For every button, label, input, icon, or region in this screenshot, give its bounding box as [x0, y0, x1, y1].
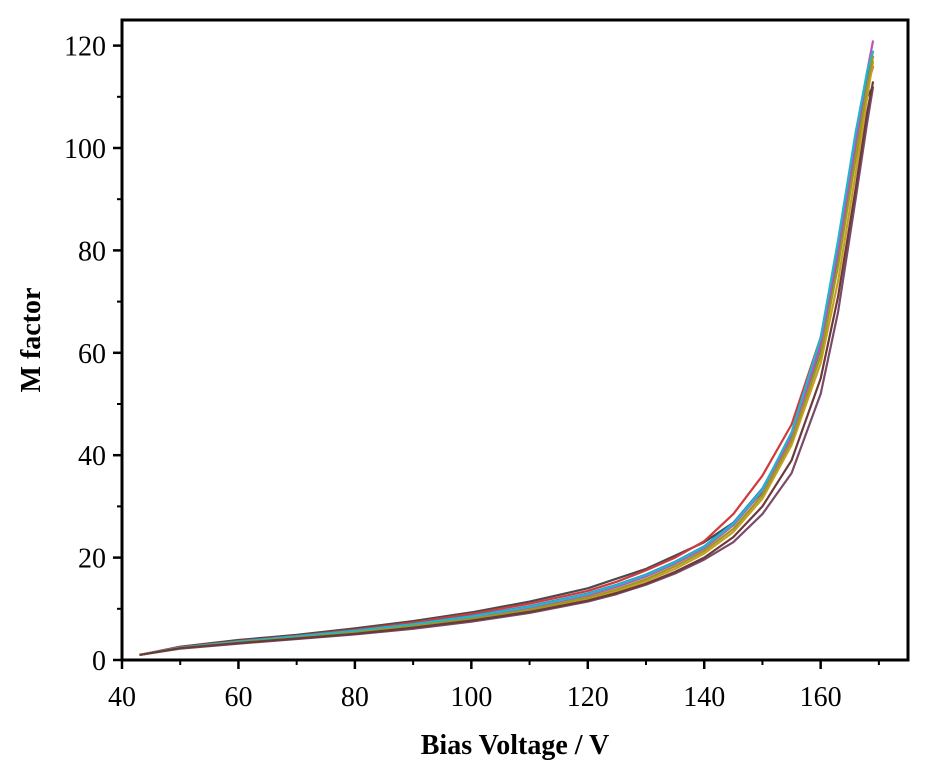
x-tick-label: 160 — [800, 682, 842, 713]
y-tick-label: 120 — [64, 32, 106, 63]
y-tick-label: 20 — [78, 544, 106, 575]
x-tick-label: 120 — [567, 682, 609, 713]
series-line-3 — [139, 55, 875, 656]
series-line-2 — [139, 65, 875, 656]
y-tick-label: 100 — [64, 134, 106, 165]
x-axis-title: Bias Voltage / V — [421, 730, 610, 761]
series-line-1 — [139, 86, 875, 656]
ticks-layer: 40 60 80 100 120 140 160 0 20 40 60 80 100 120 — [64, 32, 880, 713]
plot-frame — [120, 18, 910, 662]
y-tick-label: 0 — [92, 646, 106, 677]
x-tick-label: 60 — [224, 682, 252, 713]
series-line-5 — [139, 40, 875, 656]
y-tick-label: 60 — [78, 339, 106, 370]
series-line-7 — [139, 50, 875, 656]
x-tick-label: 140 — [683, 682, 725, 713]
x-tick-label: 100 — [450, 682, 492, 713]
y-axis-title: M factor — [16, 288, 47, 393]
series-line-8 — [139, 86, 875, 656]
x-tick-label: 40 — [108, 682, 136, 713]
series-line-6 — [139, 60, 875, 656]
y-tick-label: 80 — [78, 236, 106, 267]
y-tick-label: 40 — [78, 441, 106, 472]
series-line-10 — [139, 81, 875, 656]
x-tick-label: 80 — [341, 682, 369, 713]
series-layer — [139, 40, 875, 656]
series-line-9 — [139, 55, 875, 656]
series-line-4 — [139, 50, 875, 656]
